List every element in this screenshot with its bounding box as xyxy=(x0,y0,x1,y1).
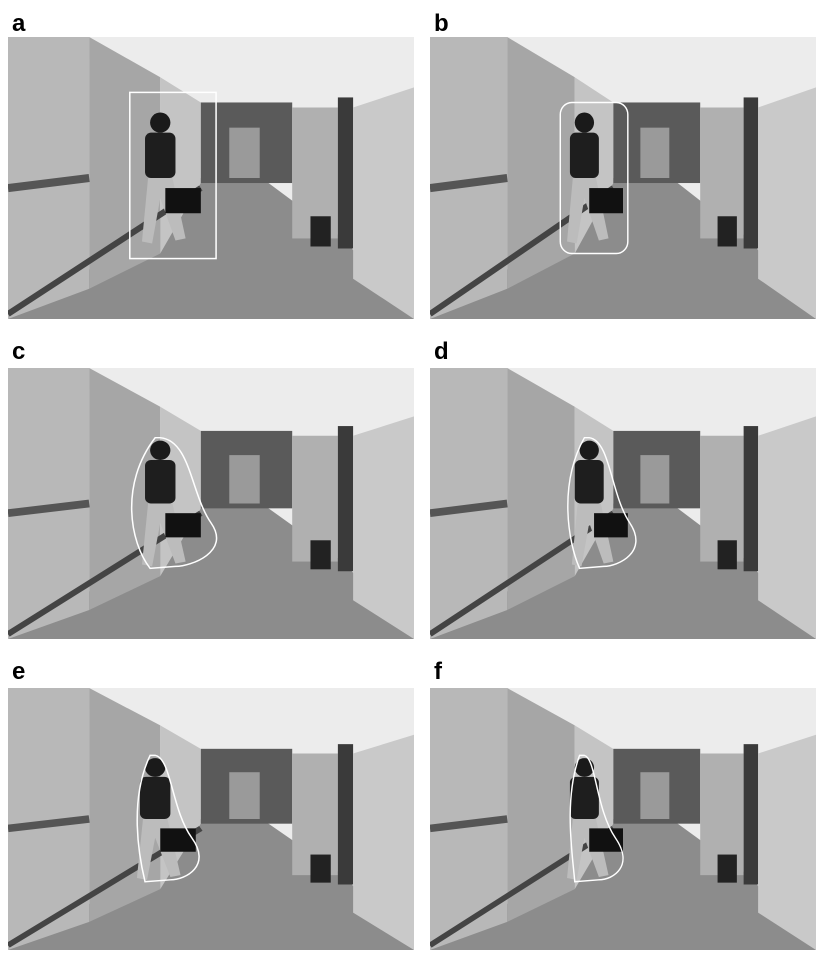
door xyxy=(640,128,669,178)
torso xyxy=(570,133,599,178)
photo xyxy=(430,688,816,950)
door xyxy=(229,455,259,503)
torso xyxy=(145,460,175,504)
bin xyxy=(310,216,330,246)
panel-label: a xyxy=(12,10,25,38)
photo xyxy=(430,368,816,639)
bin xyxy=(718,216,737,246)
panel-label: f xyxy=(434,658,442,686)
head xyxy=(580,441,599,460)
cubicle-near xyxy=(353,87,414,319)
photo xyxy=(8,368,414,639)
door xyxy=(229,772,259,819)
bin xyxy=(718,855,737,883)
panel-label: d xyxy=(434,338,449,366)
photo xyxy=(8,37,414,319)
door xyxy=(640,455,669,503)
figure: a b c d e f xyxy=(0,0,822,954)
door xyxy=(640,772,669,819)
briefcase xyxy=(589,188,623,213)
bin xyxy=(310,855,330,883)
bin xyxy=(310,540,330,569)
door xyxy=(229,128,259,178)
photo xyxy=(8,688,414,950)
panel-label: b xyxy=(434,10,449,38)
bin xyxy=(718,540,737,569)
cubicle-dark xyxy=(744,426,758,571)
torso xyxy=(575,460,604,504)
briefcase xyxy=(589,828,623,851)
briefcase xyxy=(165,513,201,537)
torso xyxy=(140,777,170,819)
briefcase xyxy=(165,188,201,213)
cubicle-dark xyxy=(744,97,758,248)
cubicle-near xyxy=(758,735,816,950)
cubicle-dark xyxy=(338,426,353,571)
photo xyxy=(430,37,816,319)
panel-label: c xyxy=(12,338,25,366)
torso xyxy=(145,133,175,178)
head xyxy=(150,113,170,133)
torso xyxy=(570,777,599,819)
panel-label: e xyxy=(12,658,25,686)
cubicle-near xyxy=(758,87,816,319)
cubicle-near xyxy=(758,416,816,639)
head xyxy=(575,113,594,133)
cubicle-near xyxy=(353,735,414,950)
briefcase xyxy=(160,828,196,851)
cubicle-dark xyxy=(338,744,353,884)
briefcase xyxy=(594,513,628,537)
cubicle-dark xyxy=(338,97,353,248)
head xyxy=(150,441,170,460)
cubicle-near xyxy=(353,416,414,639)
cubicle-dark xyxy=(744,744,758,884)
